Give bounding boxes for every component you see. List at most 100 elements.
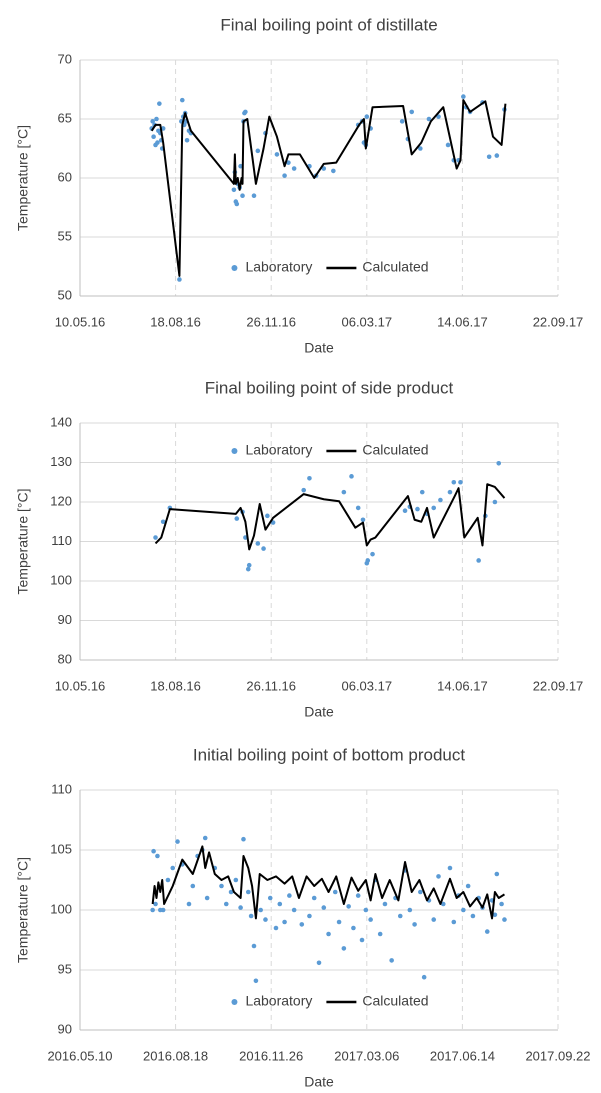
y-tick-label: 80 — [58, 651, 72, 666]
lab-point — [360, 517, 366, 523]
lab-point — [267, 895, 273, 901]
lab-point — [494, 153, 500, 158]
y-tick-label: 100 — [50, 901, 72, 916]
lab-point — [332, 889, 338, 895]
y-tick-label: 130 — [50, 454, 72, 469]
x-tick-label: 26.11.16 — [246, 314, 296, 329]
calc-line — [151, 845, 505, 920]
legend-label: Calculated — [362, 259, 428, 275]
lab-point — [184, 137, 190, 143]
lab-point — [155, 140, 160, 145]
lab-point — [153, 535, 158, 540]
lab-point — [186, 901, 192, 907]
lab-point — [431, 505, 437, 511]
lab-point — [438, 497, 443, 503]
lab-point — [165, 877, 171, 883]
lab-point — [282, 919, 287, 925]
lab-point — [476, 558, 481, 563]
lab-point — [179, 97, 185, 103]
y-tick-label: 120 — [50, 493, 72, 508]
x-tick-label: 14.06.17 — [437, 314, 488, 329]
lab-point — [263, 917, 268, 922]
lab-point — [307, 913, 312, 919]
lab-point — [470, 913, 476, 919]
chart-title: Final boiling point of side product — [205, 378, 454, 397]
y-tick-label: 100 — [50, 572, 72, 587]
lab-point — [153, 901, 158, 907]
lab-point — [331, 168, 336, 174]
lab-point — [447, 489, 453, 495]
lab-point — [451, 919, 457, 925]
legend: Laboratory Calculated — [231, 993, 429, 1009]
lab-point — [341, 489, 347, 495]
lab-point — [389, 958, 394, 963]
lab-point — [151, 848, 156, 854]
lab-point — [336, 919, 342, 925]
lab-point — [157, 101, 162, 106]
y-tick-label: 65 — [58, 110, 72, 125]
legend-marker — [231, 448, 238, 454]
lab-point — [359, 937, 365, 943]
lab-point — [255, 541, 261, 546]
x-tick-label: 18.08.16 — [150, 678, 201, 693]
lab-point — [445, 142, 451, 148]
lab-point — [409, 109, 415, 115]
legend: Laboratory Calculated — [231, 259, 429, 275]
lab-point — [170, 865, 176, 871]
x-tick-label: 2016.11.26 — [239, 1048, 303, 1063]
x-tick-label: 22.09.17 — [533, 678, 584, 693]
lab-point — [245, 566, 251, 572]
lab-point — [223, 901, 229, 907]
x-tick-label: 10.05.16 — [55, 314, 106, 329]
x-axis-label: Date — [304, 340, 334, 356]
lab-point — [440, 901, 446, 907]
lab-point — [253, 978, 259, 984]
lab-point — [377, 931, 383, 937]
lab-point — [233, 877, 239, 883]
lab-point — [228, 889, 234, 895]
lab-point — [461, 907, 466, 913]
lab-point — [355, 893, 361, 898]
lab-point — [238, 163, 243, 169]
lab-point — [355, 505, 361, 511]
lab-point — [382, 901, 388, 907]
y-axis-label: Temperature [°C] — [15, 857, 31, 963]
lab-point — [255, 148, 261, 154]
legend-label: Laboratory — [245, 442, 312, 458]
y-tick-label: 90 — [58, 1021, 72, 1036]
lab-point — [240, 193, 245, 198]
x-tick-label: 2016.05.10 — [47, 1048, 112, 1063]
lab-point — [436, 874, 441, 879]
lab-point — [190, 883, 196, 889]
y-tick-label: 105 — [50, 841, 72, 856]
x-tick-label: 2016.08.18 — [143, 1048, 208, 1063]
lab-point — [458, 479, 463, 485]
legend-label: Calculated — [362, 993, 428, 1009]
lab-point — [291, 907, 297, 913]
lab-point — [397, 913, 403, 919]
lab-point — [494, 871, 500, 877]
lab-point — [234, 201, 240, 207]
lab-point — [234, 516, 240, 521]
lab-point — [418, 146, 423, 151]
y-tick-label: 110 — [51, 781, 72, 796]
lab-point — [316, 960, 322, 966]
lab-point — [286, 160, 291, 165]
lab-point — [277, 901, 283, 907]
y-axis-label: Temperature [°C] — [15, 489, 31, 595]
legend-label: Laboratory — [245, 259, 312, 275]
y-tick-label: 140 — [50, 414, 72, 429]
lab-point — [421, 974, 427, 980]
y-tick-label: 95 — [58, 961, 72, 976]
legend-marker — [231, 265, 238, 271]
lab-point — [301, 487, 307, 493]
lab-point — [219, 883, 224, 889]
y-tick-label: 70 — [58, 51, 72, 66]
lab-point — [368, 917, 373, 922]
x-tick-label: 26.11.16 — [246, 678, 296, 693]
lab-point — [496, 460, 502, 466]
x-tick-label: 10.05.16 — [55, 678, 106, 693]
lab-point — [287, 893, 292, 898]
lab-point — [412, 922, 417, 927]
chart-title: Final boiling point of distillate — [220, 15, 437, 34]
